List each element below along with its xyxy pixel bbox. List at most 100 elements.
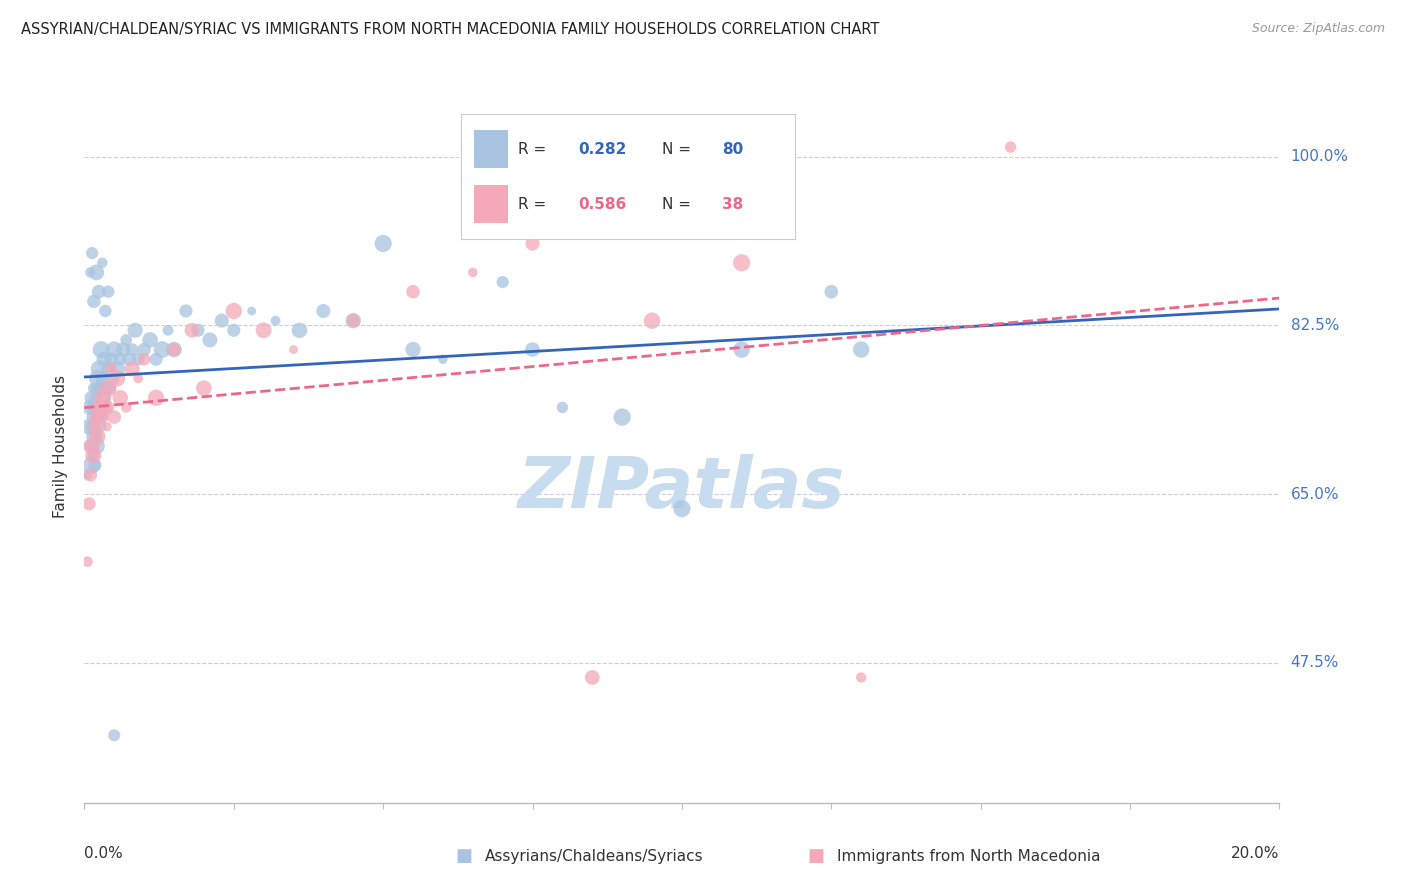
Point [163,343,186,357]
Point [105,362,128,376]
Text: 0.0%: 0.0% [84,846,124,861]
Point [96,419,118,434]
Point [90,410,112,425]
Point [79,439,101,453]
Point [371,236,394,251]
Point [83,401,105,415]
Point [118,352,141,367]
Point [849,670,872,684]
Text: 82.5%: 82.5% [1291,318,1339,333]
Point [461,265,484,279]
Point [100,362,122,376]
Point [94,304,117,318]
Point [100,352,122,367]
Point [110,391,132,405]
Text: Source: ZipAtlas.com: Source: ZipAtlas.com [1251,22,1385,36]
Point [86,410,108,425]
Text: 100.0%: 100.0% [1291,149,1348,164]
Y-axis label: Family Households: Family Households [53,375,69,517]
Point [98,381,121,395]
Point [89,401,111,415]
Text: ■: ■ [456,847,472,865]
Point [121,343,143,357]
Point [97,362,120,376]
Point [90,343,112,357]
Point [86,439,108,453]
Point [97,381,120,395]
Point [342,313,364,327]
Point [83,429,105,443]
Point [79,467,101,482]
Point [222,323,245,337]
Point [79,265,101,279]
Point [87,429,110,443]
Text: 65.0%: 65.0% [1291,487,1339,501]
Point [610,410,633,425]
Point [150,343,173,357]
Point [91,391,114,405]
Point [76,555,98,569]
Point [103,343,125,357]
Point [288,323,311,337]
Point [240,304,263,318]
Point [402,285,425,299]
Point [82,381,104,395]
Point [91,410,114,425]
Point [101,371,124,385]
Point [80,391,103,405]
Point [112,343,135,357]
Point [76,467,98,482]
Point [127,352,149,367]
Point [77,497,100,511]
Point [145,352,167,367]
Point [91,371,114,385]
Point [402,343,425,357]
Point [105,371,128,385]
Point [145,391,167,405]
Text: 47.5%: 47.5% [1291,656,1339,671]
Point [127,371,149,385]
Point [86,381,108,395]
Point [174,304,197,318]
Point [103,728,125,742]
Point [264,313,287,327]
Point [89,362,111,376]
Point [93,391,115,405]
Point [211,313,233,327]
Point [96,401,118,415]
Point [641,313,664,327]
Point [86,265,108,279]
Point [94,401,117,415]
Point [198,333,221,347]
Point [77,419,100,434]
Point [139,333,162,347]
Point [157,323,180,337]
Point [84,419,107,434]
Point [283,343,305,357]
Point [82,246,104,260]
Point [163,343,186,357]
Point [342,313,364,327]
Point [731,343,754,357]
Point [110,352,132,367]
Point [492,275,515,289]
Text: ASSYRIAN/CHALDEAN/SYRIAC VS IMMIGRANTS FROM NORTH MACEDONIA FAMILY HOUSEHOLDS CO: ASSYRIAN/CHALDEAN/SYRIAC VS IMMIGRANTS F… [21,22,880,37]
Point [253,323,276,337]
Point [84,391,107,405]
Point [193,381,215,395]
Text: Assyrians/Chaldeans/Syriacs: Assyrians/Chaldeans/Syriacs [485,849,703,863]
Point [1000,140,1022,154]
Point [80,439,103,453]
Point [115,401,138,415]
Point [86,410,108,425]
Text: ZIPatlas: ZIPatlas [519,454,845,524]
Point [97,285,120,299]
Point [86,371,108,385]
Point [83,294,105,309]
Point [132,352,156,367]
Point [86,429,108,443]
Text: 20.0%: 20.0% [1232,846,1279,861]
Point [124,323,146,337]
Point [551,401,574,415]
Point [731,256,754,270]
